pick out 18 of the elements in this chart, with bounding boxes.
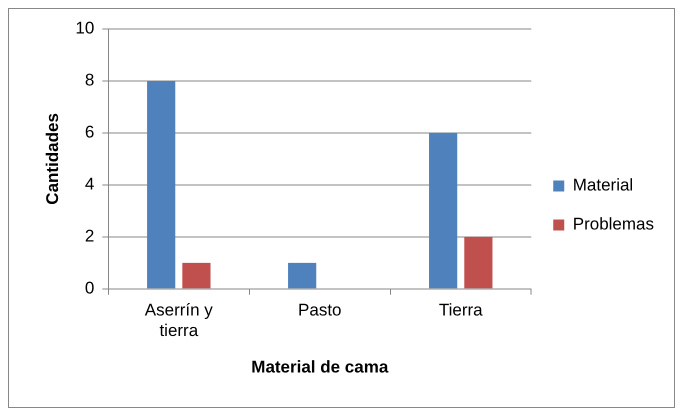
bar xyxy=(288,262,316,288)
y-tick-label: 6 xyxy=(84,122,94,142)
legend-label: Problemas xyxy=(572,214,654,234)
legend-label: Material xyxy=(572,176,634,195)
y-tick-label: 10 xyxy=(75,18,94,38)
bar xyxy=(464,236,492,288)
x-tick-label: Aserrín y tierra xyxy=(144,300,214,340)
y-tick-label: 2 xyxy=(84,226,94,246)
y-tick-label: 8 xyxy=(84,70,94,90)
x-tick-label: Pasto xyxy=(298,300,342,320)
bar xyxy=(147,80,176,288)
x-axis-title: Material de cama xyxy=(251,357,389,376)
y-tick-label: 4 xyxy=(84,174,94,194)
y-axis-title: Cantidades xyxy=(42,113,62,205)
bar xyxy=(182,262,211,288)
x-tick-label: Tierra xyxy=(438,300,484,320)
y-tick-label: 0 xyxy=(84,278,94,298)
bar xyxy=(429,132,458,288)
